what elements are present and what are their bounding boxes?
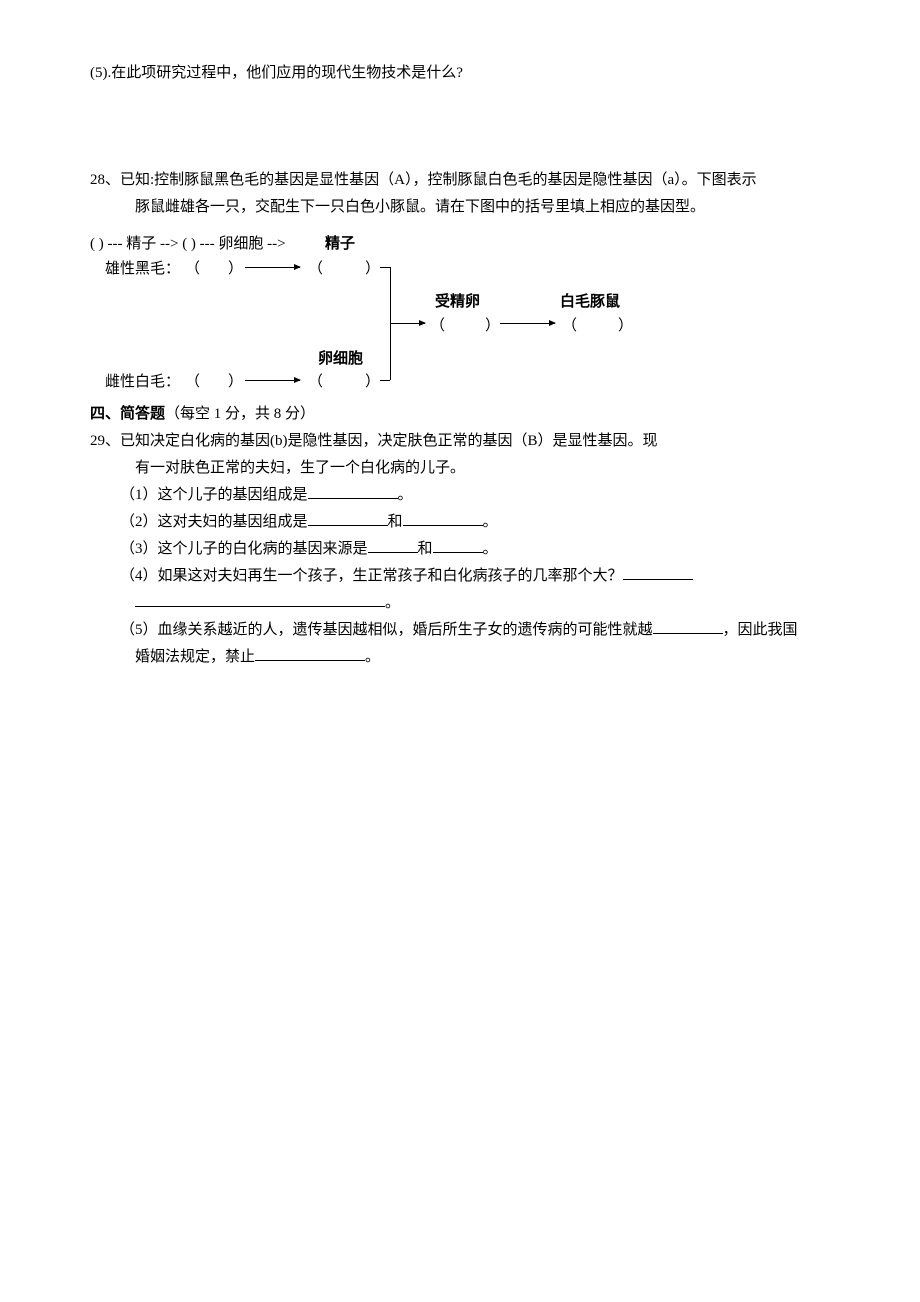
q29-s5b: 婚姻法规定，禁止 xyxy=(135,649,255,665)
arrow-1 xyxy=(245,267,300,268)
q28-stem-line1: 28、已知:控制豚鼠黑色毛的基因是显性基因（A），控制豚鼠白色毛的基因是隐性基因… xyxy=(90,167,830,194)
zygote-label: 受精卵 xyxy=(435,289,480,316)
paren-r4: ） xyxy=(365,369,380,396)
blank xyxy=(308,510,388,526)
q27-sub5: (5).在此项研究过程中，他们应用的现代生物技术是什么? xyxy=(90,60,830,87)
q29-s1a: （1）这个儿子的基因组成是 xyxy=(120,487,308,503)
blank xyxy=(653,618,723,634)
paren-l2: （ xyxy=(308,256,323,283)
paren-l4: （ xyxy=(308,369,323,396)
section4-name: 四、简答题 xyxy=(90,406,165,422)
blank xyxy=(403,510,483,526)
q29-s2a: （2）这对夫妇的基因组成是 xyxy=(120,514,308,530)
q29-s1b: 。 xyxy=(398,487,413,503)
blank xyxy=(433,537,483,553)
section4-note: （每空 1 分，共 8 分） xyxy=(165,406,315,422)
spacer xyxy=(90,87,830,167)
q29-s2mid: 和 xyxy=(388,514,403,530)
arrow-2 xyxy=(245,380,300,381)
white-pig-label: 白毛豚鼠 xyxy=(560,289,620,316)
male-black-label: 雄性黑毛： xyxy=(105,256,180,283)
q29-s3mid: 和 xyxy=(418,541,433,557)
female-white-label: 雌性白毛： xyxy=(105,369,180,396)
paren-r2: ） xyxy=(365,256,380,283)
q28-diagram: ( ) --- 精子 --> 雄性黑毛： （ ） （ ） 精子 ( ) --- … xyxy=(90,231,630,391)
paren-r3: ） xyxy=(228,369,243,396)
q29-s3a: （3）这个儿子的白化病的基因来源是 xyxy=(120,541,368,557)
q29-s5: （5）血缘关系越近的人，遗传基因越相似，婚后所生子女的遗传病的可能性就越 ，因此我… xyxy=(90,617,830,644)
q29-s1: （1）这个儿子的基因组成是 。 xyxy=(90,482,830,509)
q29-s4b: 。 xyxy=(385,595,400,611)
paren-l6: （ xyxy=(562,313,577,340)
blank xyxy=(308,483,398,499)
sperm-label: 精子 xyxy=(325,231,355,258)
paren-r: ） xyxy=(228,256,243,283)
paren-l: （ xyxy=(185,256,200,283)
q29-s2: （2）这对夫妇的基因组成是 和 。 xyxy=(90,509,830,536)
q29-s5c: 。 xyxy=(365,649,380,665)
q29-s4a: （4）如果这对夫妇再生一个孩子，生正常孩子和白化病孩子的几率那个大？ xyxy=(120,568,623,584)
section4-title: 四、简答题（每空 1 分，共 8 分） xyxy=(90,401,830,428)
q29-s3: （3）这个儿子的白化病的基因来源是 和 。 xyxy=(90,536,830,563)
paren-l5: （ xyxy=(430,313,445,340)
arrow-3 xyxy=(390,323,425,324)
paren-r6: ） xyxy=(618,313,633,340)
blank xyxy=(135,591,385,607)
egg-connector xyxy=(380,380,390,381)
q29-s2b: 。 xyxy=(483,514,498,530)
blank xyxy=(255,645,365,661)
blank xyxy=(368,537,418,553)
q29-stem-line1: 29、已知决定白化病的基因(b)是隐性基因，决定肤色正常的基因（B）是显性基因。… xyxy=(90,428,830,455)
paren-r5: ） xyxy=(485,313,500,340)
paren-l3: （ xyxy=(185,369,200,396)
q29-s3b: 。 xyxy=(483,541,498,557)
q29-s5mid: ，因此我国 xyxy=(723,622,798,638)
q28-stem-line2: 豚鼠雌雄各一只，交配生下一只白色小豚鼠。请在下图中的括号里填上相应的基因型。 xyxy=(90,194,830,221)
arrow-4 xyxy=(500,323,555,324)
egg-label: 卵细胞 xyxy=(318,346,363,373)
sperm-connector xyxy=(380,267,390,268)
q29-s5a: （5）血缘关系越近的人，遗传基因越相似，婚后所生子女的遗传病的可能性就越 xyxy=(120,622,653,638)
q29-s4: （4）如果这对夫妇再生一个孩子，生正常孩子和白化病孩子的几率那个大？ xyxy=(90,563,830,590)
q29-stem-line2: 有一对肤色正常的夫妇，生了一个白化病的儿子。 xyxy=(90,455,830,482)
q29-s4-line2: 。 xyxy=(90,590,830,617)
q29-s5-line2: 婚姻法规定，禁止 。 xyxy=(90,644,830,671)
blank xyxy=(623,564,693,580)
